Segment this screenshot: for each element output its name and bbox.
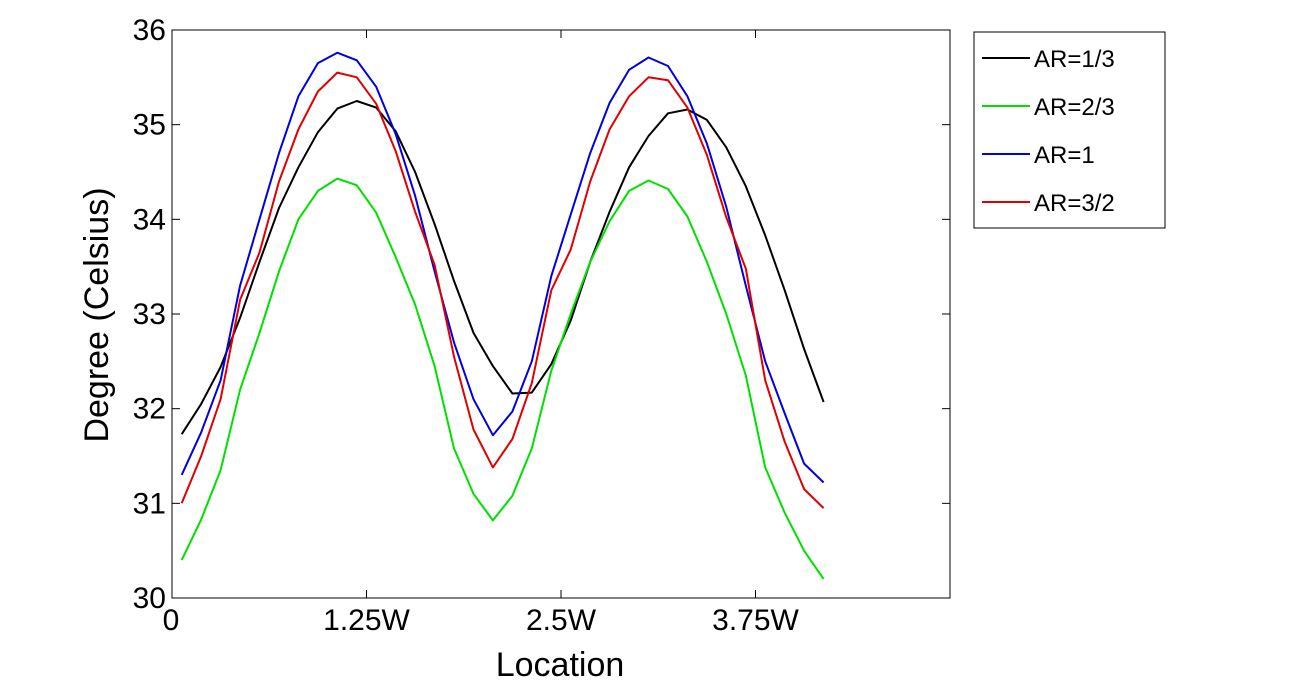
y-tick-label: 30 — [133, 582, 166, 615]
y-tick-label: 35 — [133, 109, 166, 142]
legend: AR=1/3 AR=2/3 AR=1 AR=3/2 — [973, 31, 1166, 229]
legend-label-4: AR=3/2 — [1034, 190, 1115, 217]
y-axis-title: Degree (Celsius) — [78, 187, 116, 442]
x-tick-label: 3.75W — [712, 604, 799, 637]
y-tick-label: 34 — [133, 203, 166, 236]
x-tick-label: 2.5W — [526, 604, 597, 637]
x-axis-title: Location — [496, 646, 625, 684]
legend-label-2: AR=2/3 — [1034, 94, 1115, 121]
x-tick-label: 0 — [163, 604, 180, 637]
series-line-2 — [180, 177, 825, 580]
series-line-3 — [180, 51, 825, 484]
legend-label-3: AR=1 — [1034, 142, 1095, 169]
y-tick-label: 32 — [133, 393, 166, 426]
y-tick-label: 33 — [133, 298, 166, 331]
x-tick-label: 1.25W — [323, 604, 410, 637]
plot-area: 30 31 32 33 34 35 36 0 1.25W 2.5W 3.75W — [133, 14, 951, 637]
legend-label-1: AR=1/3 — [1034, 46, 1115, 73]
y-tick-label: 31 — [133, 487, 166, 520]
series-line-4 — [180, 71, 825, 509]
legend-box — [973, 31, 1166, 229]
series-line-1 — [180, 100, 825, 435]
y-tick-label: 36 — [133, 14, 166, 47]
